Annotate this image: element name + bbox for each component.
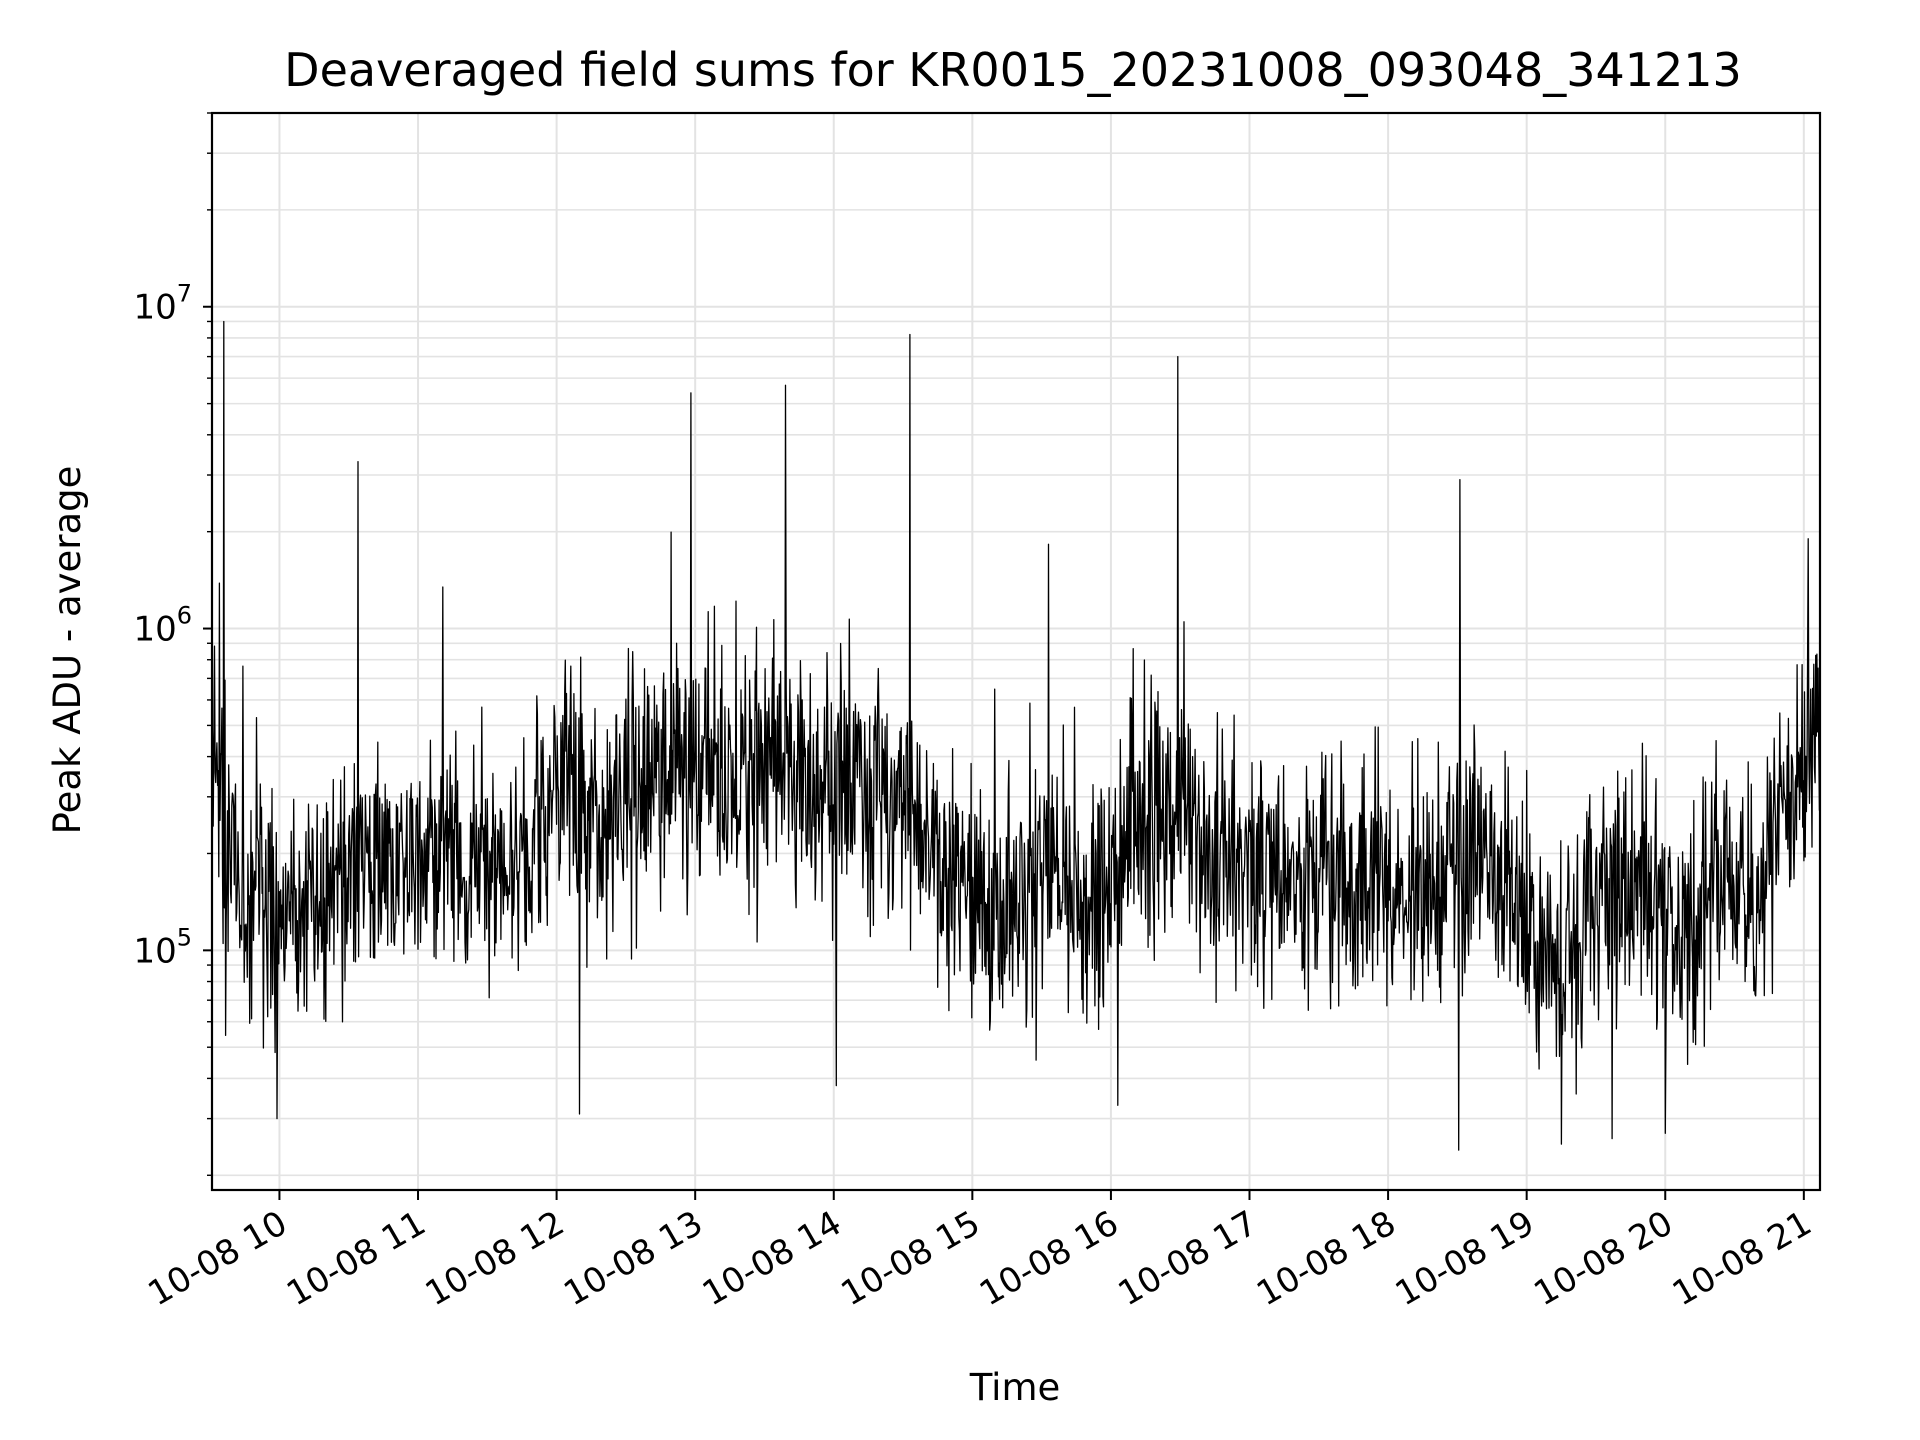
y-tick-base: 10 [133, 610, 176, 650]
y-axis-label: Peak ADU - average [46, 466, 89, 835]
chart-title: Deaveraged field sums for KR0015_2023100… [284, 43, 1742, 97]
plot-frame [210, 111, 1822, 1192]
y-tick-exponent: 7 [177, 280, 192, 308]
y-tick-label: 106 [133, 602, 192, 650]
series-line-path [212, 320, 1820, 1151]
y-tick-exponent: 5 [177, 923, 192, 951]
y-tick-label: 105 [133, 923, 192, 971]
series-line [212, 320, 1820, 1151]
y-tick-label: 107 [133, 280, 192, 328]
y-tick-exponent: 6 [177, 602, 192, 630]
y-tick-base: 10 [133, 288, 176, 328]
y-tick-base: 10 [133, 931, 176, 971]
x-axis-label: Time [969, 1366, 1061, 1409]
